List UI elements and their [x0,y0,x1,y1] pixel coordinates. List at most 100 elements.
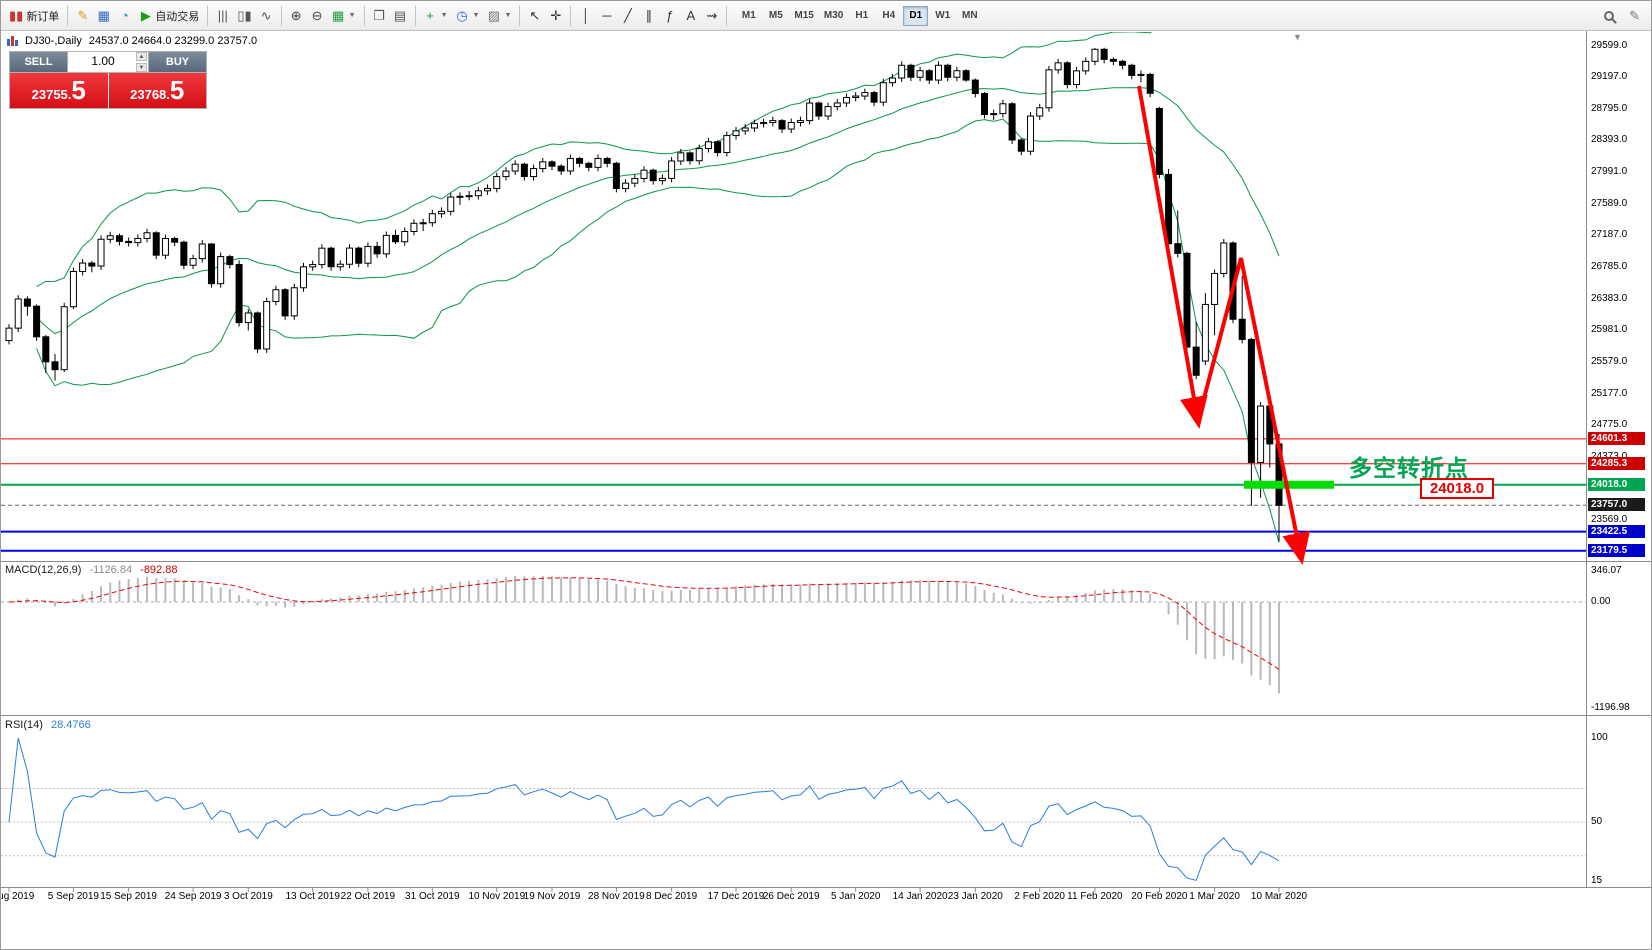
new-order-button[interactable]: ▮▮ 新订单 [5,4,63,28]
navigator-icon: ◔ [120,7,129,23]
horizontal-line-icon: ─ [602,7,612,23]
volume-input[interactable] [68,52,148,70]
navigator-button[interactable]: ◔ [114,4,135,28]
tile-windows-icon: ❐ [373,7,385,23]
trend-arrow-segment-1[interactable] [1137,85,1208,429]
rsi-title: RSI(14) [5,719,43,731]
bollinger-mid-band[interactable] [36,87,1280,335]
zoom-out-button[interactable]: ⊖ [307,4,328,28]
chart-symbol-period: DJ30-,Daily [25,35,82,47]
timeframe-h1-button[interactable]: H1 [855,9,869,21]
sell-button[interactable]: SELL [10,52,67,72]
auto-trading-icon: ▶ [140,7,151,23]
crosshair-button[interactable]: ✛ [545,4,566,28]
channel-button[interactable]: ∥ [638,4,659,28]
toolbar-separator [519,5,521,26]
chart-title: DJ30-,Daily 24537.0 24664.0 23299.0 2375… [7,35,257,47]
trend-arrow-segment-2[interactable] [1196,257,1311,565]
cursor-icon: ↖ [529,7,541,23]
timeframe-w1-button[interactable]: W1 [935,9,951,21]
auto-scroll-button-dropdown-icon: ▼ [348,12,356,19]
quick-edit-button[interactable]: ✎ [1624,4,1645,28]
bollinger-lo-band[interactable] [36,118,1280,543]
indicators-button-dropdown-icon: ▼ [440,12,448,19]
text-label-icon: A [686,7,696,23]
bar-chart-type-button[interactable]: ||| [212,4,233,28]
volume-decrease-button[interactable]: ▼ [136,63,147,72]
horizontal-line-button[interactable]: ─ [596,4,617,28]
edit-icon: ✎ [1629,8,1640,23]
search-icon [1604,11,1614,21]
chart-symbol-icon [7,36,18,46]
chart-shift-marker[interactable]: ▼ [1293,32,1302,42]
indicators-button[interactable]: + ▼ [420,4,452,28]
macd-signal-value: -892.88 [140,564,178,576]
trendline-button[interactable]: ╱ [617,4,638,28]
tile-windows-button[interactable]: ❐ [369,4,390,28]
bollinger-up-band[interactable] [36,1,1279,288]
toolbar-separator [363,5,365,26]
candlestick-chart-type-icon: ▯▮ [237,7,252,23]
metaeditor-button[interactable]: ✎ [72,4,93,28]
new-order-button-label: 新订单 [26,10,60,23]
toolbar-separator [726,5,728,26]
timeframe-toolbar: M1 M5 M15 M30 H1 H4 D1 W1 MN [735,5,983,26]
buy-button[interactable]: BUY [149,52,206,72]
zoom-in-button[interactable]: ⊕ [286,4,307,28]
candlestick-chart-type-button[interactable]: ▯▮ [233,4,255,28]
timeframe-mn-button[interactable]: MN [962,9,978,21]
timeframe-m1-button[interactable]: M1 [741,9,756,21]
thick-level-bar[interactable] [1244,480,1334,489]
sell-price-pips: 5 [71,75,86,105]
fibonacci-icon: ƒ [666,7,674,23]
auto-trading-button-label: 自动交易 [155,10,200,23]
timeframe-m15-button[interactable]: M15 [794,9,814,21]
timeframe-d1-button[interactable]: D1 [903,5,929,26]
fibonacci-button[interactable]: ƒ [659,4,680,28]
sell-price-panel[interactable]: 23755. 5 [10,73,109,108]
buy-price-main: 23768. [130,87,170,102]
price-callout-box[interactable]: 24018.0 [1420,478,1494,499]
trendline-icon: ╱ [623,7,632,23]
toolbar-separator [207,5,209,26]
volume-increase-button[interactable]: ▲ [136,52,147,61]
buy-price-panel[interactable]: 23768. 5 [108,73,206,108]
toolbar-separator [570,5,572,26]
turning-point-annotation[interactable]: 多空转折点 [1349,455,1469,481]
templates-icon: ▨ [487,7,501,23]
vertical-line-button[interactable]: │ [575,4,596,28]
auto-scroll-button[interactable]: ▦ ▼ [328,4,360,28]
zoom-in-icon: ⊕ [290,7,302,23]
macd-title: MACD(12,26,9) [5,564,82,576]
crosshair-icon: ✛ [550,7,562,23]
volume-field-wrap: ▲ ▼ [67,52,149,72]
macd-signal-line [8,577,1280,670]
timeframe-m30-button[interactable]: M30 [823,9,844,21]
templates-button-dropdown-icon: ▼ [504,12,512,19]
timeframe-h4-button[interactable]: H4 [882,9,896,21]
periods-button[interactable]: ◷ ▼ [452,4,484,28]
market-watch-button[interactable]: ▦ [93,4,114,28]
metaeditor-icon: ✎ [77,7,89,23]
bar-chart-type-icon: ||| [217,7,228,23]
cursor-button[interactable]: ↖ [524,4,545,28]
rsi-value: 28.4766 [50,719,91,731]
chart-ohlc-values: 24537.0 24664.0 23299.0 23757.0 [88,35,258,47]
new-chart-button[interactable]: ▤ [390,4,411,28]
channel-icon: ∥ [645,7,653,23]
macd-main-value: -1126.84 [89,564,133,576]
search-button[interactable] [1600,4,1618,28]
auto-trading-button[interactable]: ▶ 自动交易 [135,4,203,28]
arrows-button[interactable]: ⇝ [701,4,722,28]
templates-button[interactable]: ▨ ▼ [483,4,515,28]
main-toolbar: ▮▮ 新订单 ✎ ▦ ◔ ▶ 自动交易 ||| ▯▮ ∿ ⊕ ⊖ ▦ ▼ ❐ ▤ + ▼ ◷ ▼ ▨ ▼ ↖ ✛ │ ─ ╱ ∥ ƒ A ⇝… [1,1,1651,31]
line-chart-type-icon: ∿ [260,7,272,23]
new-chart-icon: ▤ [393,7,407,23]
timeframe-m5-button[interactable]: M5 [768,9,783,21]
line-chart-type-button[interactable]: ∿ [256,4,277,28]
toolbar-right-group: ✎ [1600,4,1645,28]
text-label-button[interactable]: A [680,4,701,28]
toolbar-separator [280,5,282,26]
